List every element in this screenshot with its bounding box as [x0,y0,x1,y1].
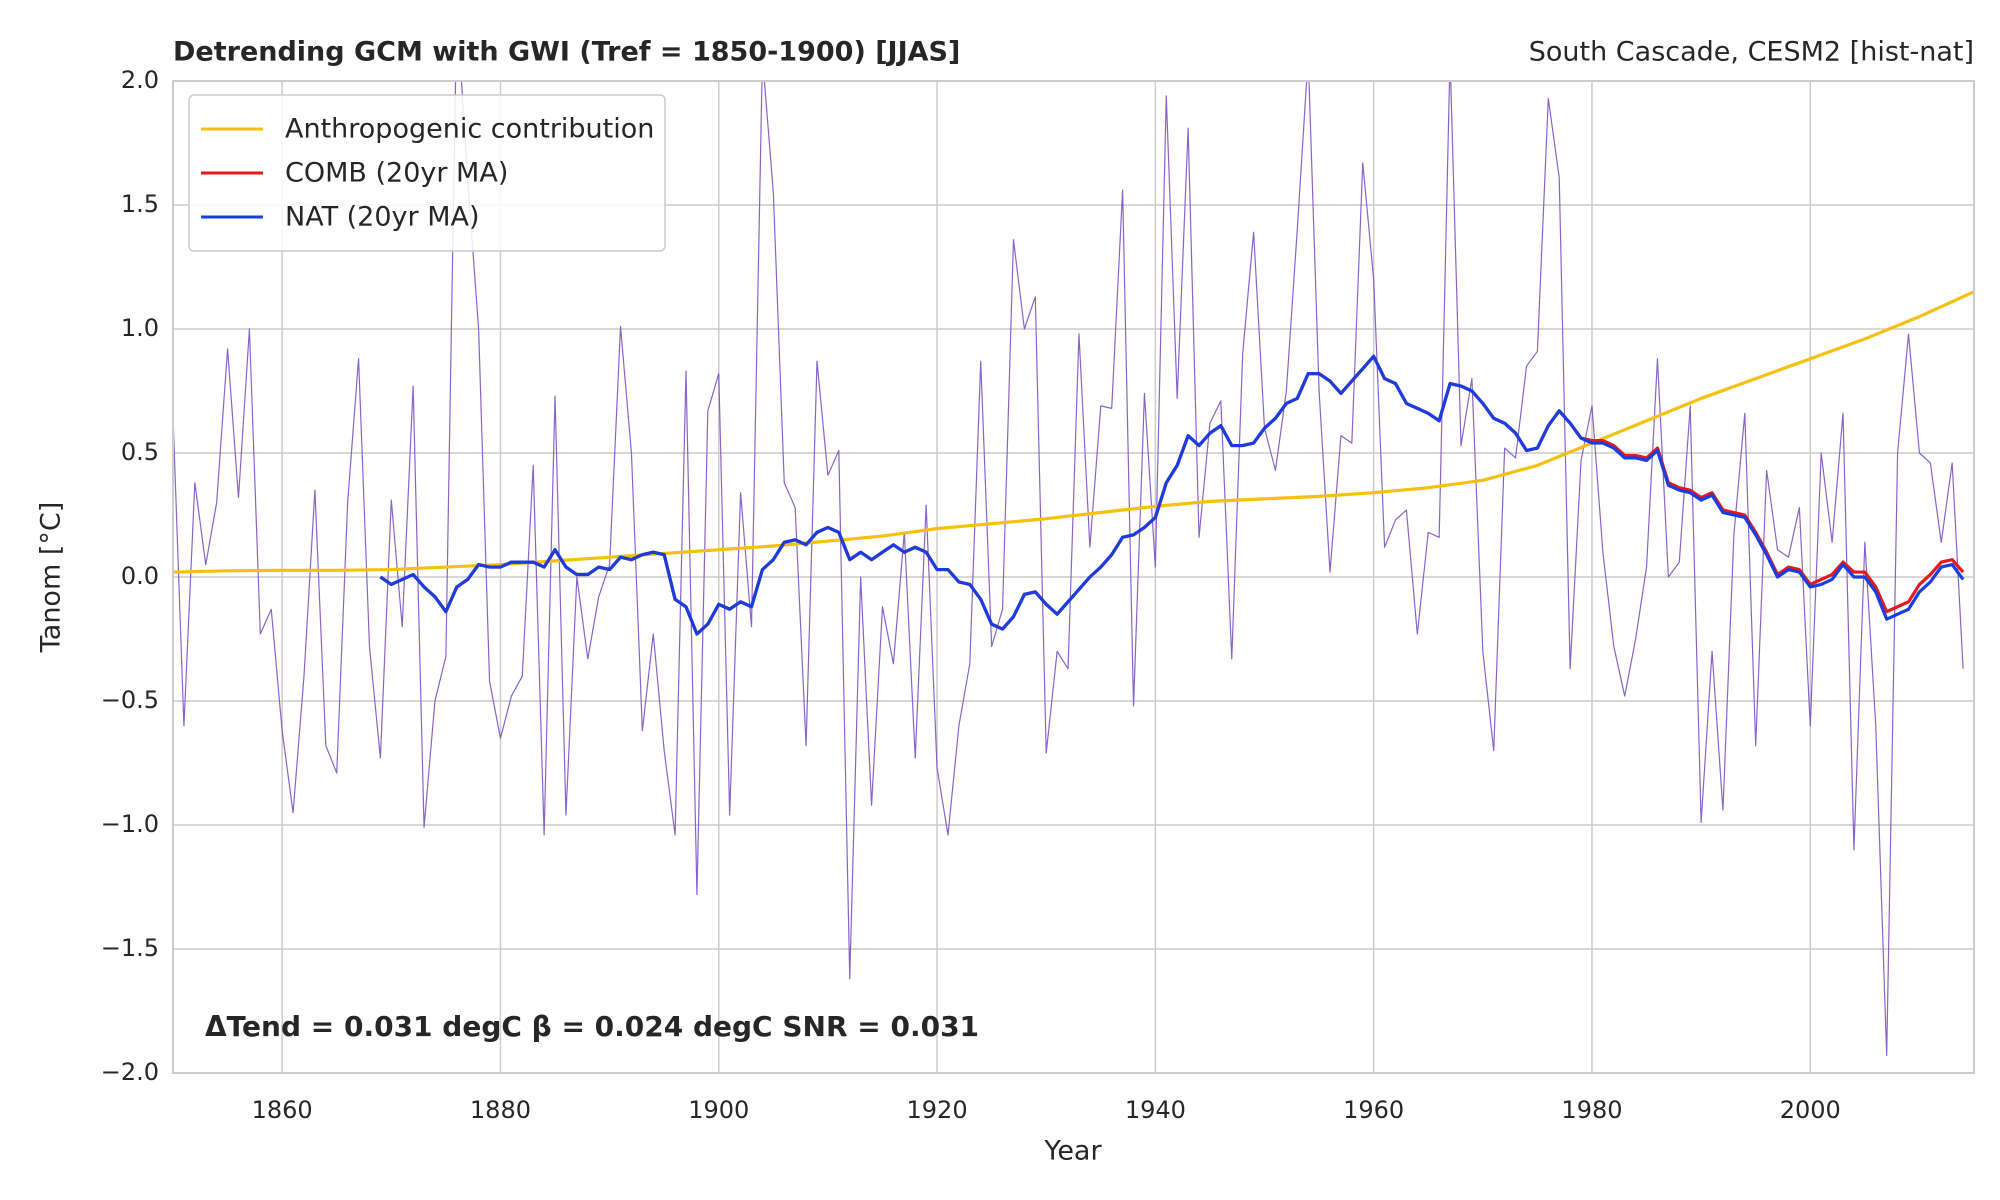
y-tick-label: 1.0 [121,314,159,342]
chart-title: Detrending GCM with GWI (Tref = 1850-190… [173,37,960,68]
legend-box [188,94,666,252]
x-tick-label: 1900 [688,1096,749,1124]
x-tick-label: 1960 [1343,1096,1404,1124]
x-tick-label: 2000 [1780,1096,1841,1124]
y-tick-label: −2.0 [101,1058,159,1086]
chart-subtitle: South Cascade, CESM2 [hist-nat] [1529,37,1974,68]
series-line [379,354,1965,636]
x-axis-label: Year [1043,1136,1102,1167]
x-tick-label: 1920 [907,1096,968,1124]
series-line [173,290,1974,574]
plot-frame [172,80,1975,1074]
legend-label: NAT (20yr MA) [285,202,480,233]
y-tick-label: 1.5 [121,190,159,218]
y-axis-label: Tanom [°C] [36,502,67,654]
y-tick-label: −1.5 [101,934,159,962]
x-tick-label: 1980 [1561,1096,1622,1124]
x-tick-label: 1860 [252,1096,313,1124]
y-tick-label: 0.0 [121,562,159,590]
legend-label: Anthropogenic contribution [285,114,654,145]
y-tick-label: 2.0 [121,66,159,94]
legend-label: COMB (20yr MA) [285,158,508,189]
y-tick-label: 0.5 [121,438,159,466]
x-tick-label: 1940 [1125,1096,1186,1124]
y-tick-label: −0.5 [101,686,159,714]
x-tick-label: 1880 [470,1096,531,1124]
annotation: ΔTend = 0.031 degC β = 0.024 degC SNR = … [205,1010,979,1043]
y-tick-label: −1.0 [101,810,159,838]
